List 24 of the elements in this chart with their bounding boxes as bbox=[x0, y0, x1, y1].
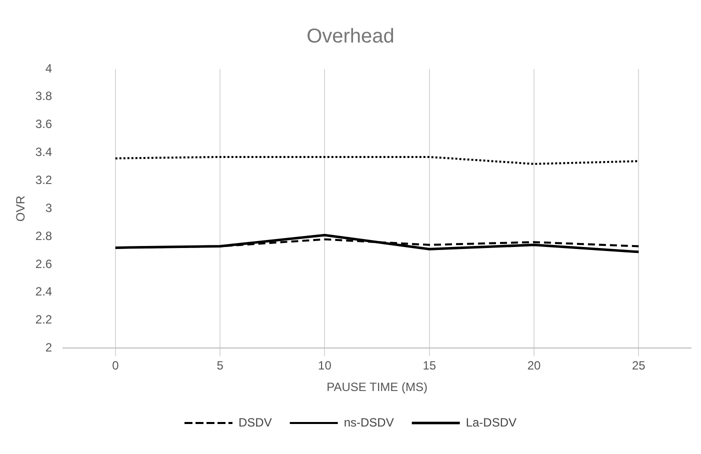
legend-label: ns-DSDV bbox=[344, 415, 394, 430]
y-tick-label: 2.2 bbox=[35, 312, 52, 327]
y-tick-label: 2 bbox=[45, 340, 52, 355]
x-tick-label: 15 bbox=[422, 358, 436, 373]
y-tick-label: 3.4 bbox=[35, 145, 52, 160]
legend-label: La-DSDV bbox=[466, 415, 517, 430]
x-axis-title: PAUSE TIME (MS) bbox=[326, 380, 428, 394]
y-tick-label: 3 bbox=[45, 200, 52, 215]
y-tick-label: 2.8 bbox=[35, 228, 52, 243]
x-tick-label: 0 bbox=[112, 358, 120, 373]
x-tick-label: 10 bbox=[318, 358, 332, 373]
y-tick-label: 2.4 bbox=[35, 284, 52, 299]
x-tick-label: 20 bbox=[527, 358, 542, 373]
y-tick-label: 3.6 bbox=[35, 117, 52, 132]
y-tick-label: 2.6 bbox=[35, 256, 52, 271]
y-tick-label: 3.8 bbox=[35, 89, 52, 104]
y-tick-label: 4 bbox=[45, 61, 52, 76]
chart-title: Overhead bbox=[306, 26, 394, 48]
line-series bbox=[114, 156, 640, 165]
y-tick-label: 3.2 bbox=[35, 172, 52, 187]
legend-label: DSDV bbox=[238, 415, 272, 430]
x-tick-label: 5 bbox=[216, 358, 224, 373]
x-tick-label: 25 bbox=[632, 358, 646, 373]
y-axis-title: OVR bbox=[14, 195, 28, 222]
